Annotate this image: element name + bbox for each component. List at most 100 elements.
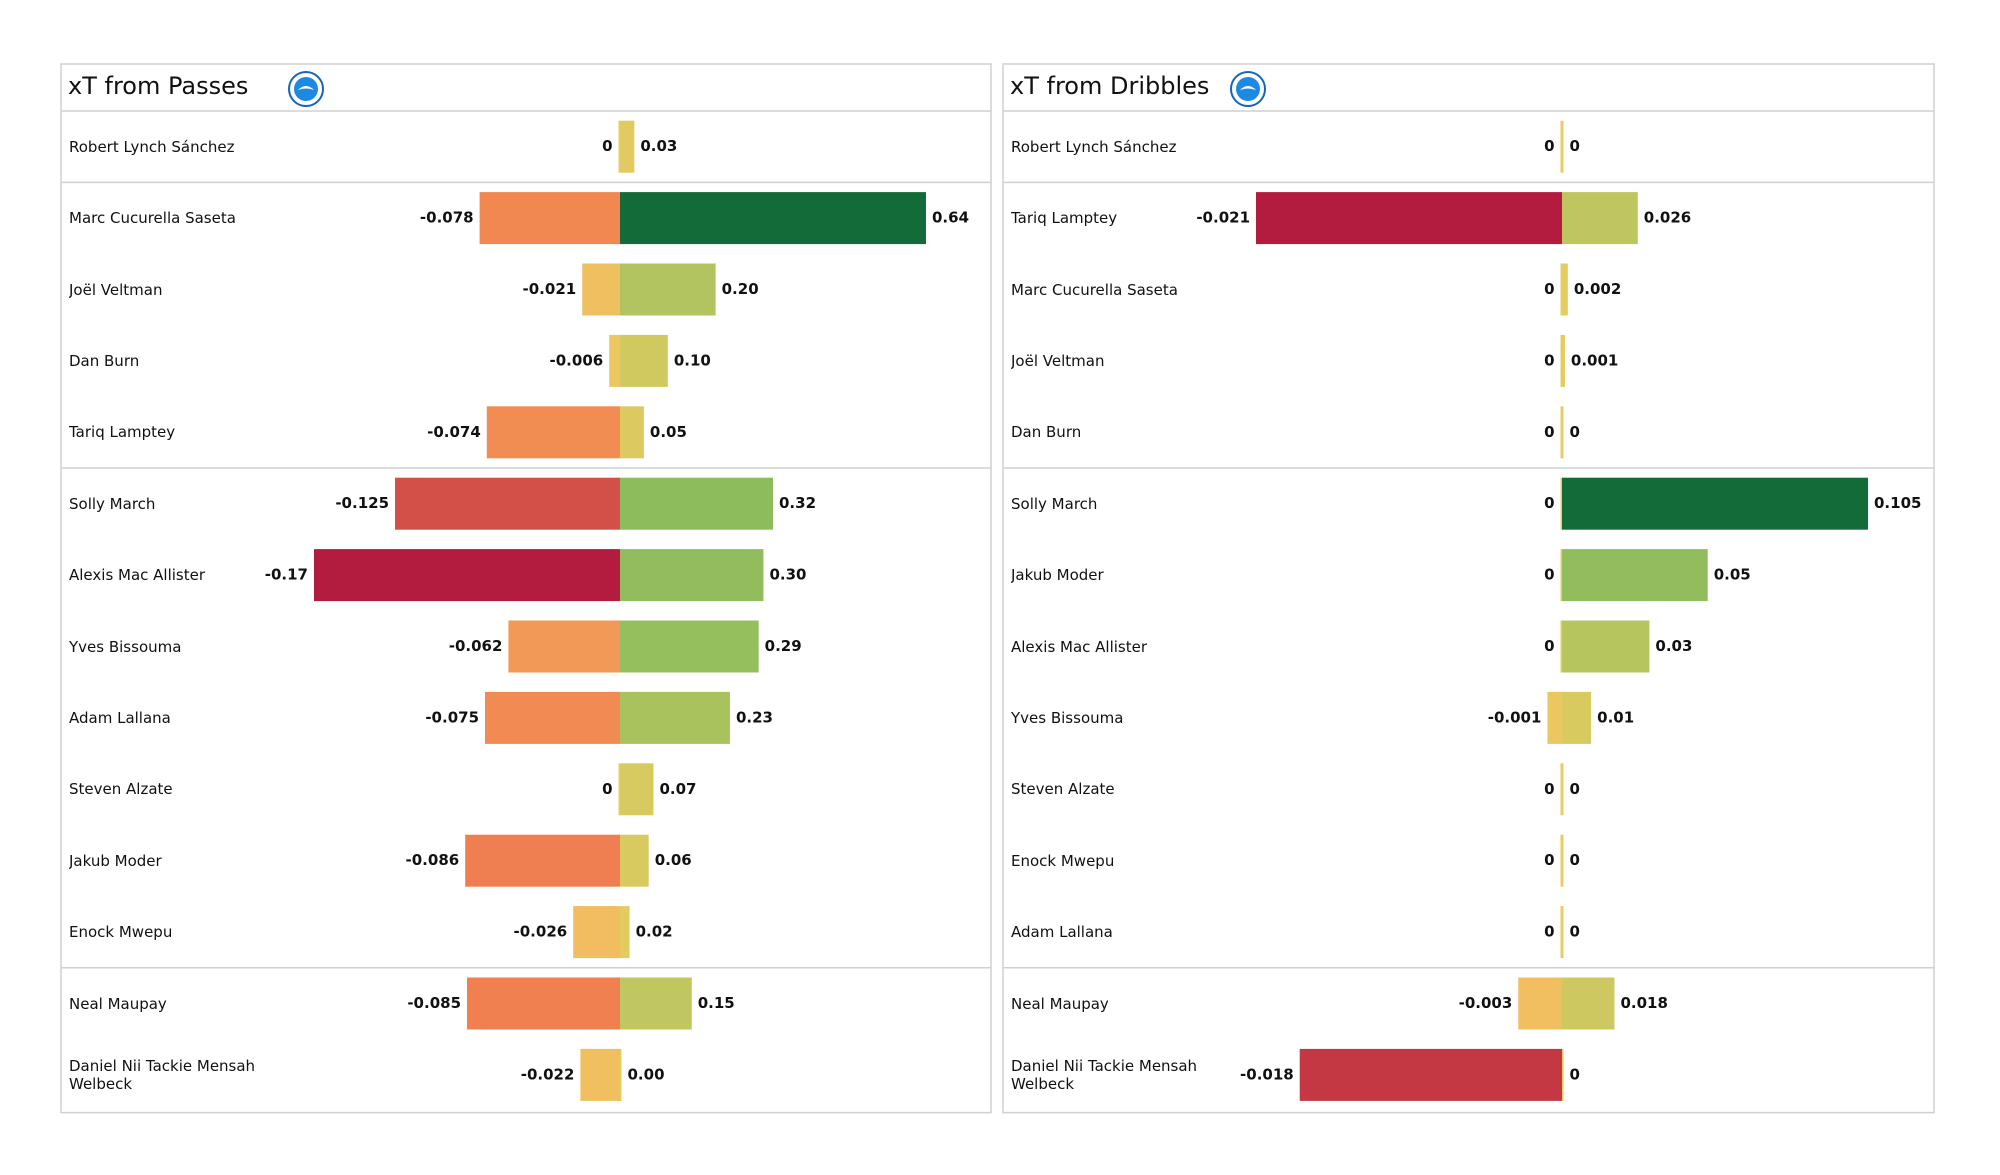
negative-value-label: 0: [1544, 851, 1554, 869]
negative-value-label: 0: [1544, 637, 1554, 655]
player-name-box: Daniel Nii Tackie Mensah Welbeck: [69, 1056, 256, 1093]
positive-value-label: 0.018: [1620, 994, 1667, 1012]
player-name-box: Robert Lynch Sánchez: [69, 137, 235, 156]
positive-value-label: 0.002: [1574, 280, 1621, 298]
negative-bar: [1560, 549, 1562, 602]
positive-bar: [1562, 263, 1568, 316]
positive-bar: [1562, 120, 1564, 173]
player-name: Yves Bissouma: [1011, 708, 1124, 727]
negative-bar: [582, 263, 620, 316]
player-name-box: Joël Veltman: [1011, 351, 1105, 370]
positive-bar: [1562, 691, 1592, 744]
negative-value-label: 0: [1544, 780, 1554, 798]
positive-bar: [620, 263, 716, 316]
player-name: Dan Burn: [69, 351, 140, 370]
positive-value-label: 0.29: [765, 637, 802, 655]
negative-value-label: -0.021: [523, 280, 577, 298]
player-name-box: Joël Veltman: [69, 280, 163, 299]
player-name: Marc Cucurella Saseta: [1011, 280, 1178, 299]
player-name-box: Robert Lynch Sánchez: [1011, 137, 1177, 156]
positive-value-label: 0: [1570, 137, 1580, 155]
negative-bar: [1560, 477, 1562, 530]
negative-value-label: -0.062: [449, 637, 503, 655]
player-name-box: Marc Cucurella Saseta: [69, 209, 236, 228]
negative-bar: [609, 334, 620, 387]
negative-value-label: -0.026: [514, 923, 568, 941]
panel-frame: [60, 63, 992, 1114]
player-name: Solly March: [1011, 494, 1098, 513]
player-name: Marc Cucurella Saseta: [69, 209, 236, 228]
positive-bar: [1562, 906, 1564, 959]
player-name: Joël Veltman: [1011, 351, 1105, 370]
panel-title: xT from Passes: [68, 72, 248, 100]
player-name-box: Dan Burn: [1011, 423, 1081, 441]
positive-bar: [1562, 977, 1615, 1030]
player-name-box: Jakub Moder: [1011, 566, 1104, 584]
player-name: Steven Alzate: [1011, 780, 1115, 799]
negative-bar: [479, 192, 620, 245]
player-name: Daniel Nii Tackie Mensah Welbeck: [69, 1056, 256, 1093]
positive-bar: [620, 977, 692, 1030]
negative-value-label: -0.125: [335, 494, 389, 512]
negative-bar: [1518, 977, 1562, 1030]
negative-bar: [486, 406, 620, 459]
negative-bar: [1560, 906, 1562, 959]
negative-value-label: -0.001: [1488, 708, 1542, 726]
player-name-box: Daniel Nii Tackie Mensah Welbeck: [1011, 1057, 1197, 1093]
positive-value-label: 0: [1570, 423, 1580, 441]
positive-value-label: 0.01: [1597, 708, 1634, 726]
player-name: Joël Veltman: [69, 280, 163, 299]
panel-title: xT from Dribbles: [1010, 72, 1209, 100]
positive-bar: [620, 1048, 622, 1101]
player-name: Yves Bissouma: [69, 637, 182, 656]
player-name: Tariq Lamptey: [1011, 209, 1118, 228]
positive-bar: [620, 906, 630, 959]
negative-value-label: -0.022: [521, 1065, 575, 1083]
negative-bar: [618, 120, 620, 173]
panel-frame: [1002, 63, 1935, 1114]
positive-value-label: 0.02: [636, 923, 673, 941]
player-name-box: Tariq Lamptey: [1011, 209, 1118, 228]
player-name: Solly March: [69, 494, 156, 513]
positive-bar: [1562, 334, 1565, 387]
player-name: Alexis Mac Allister: [69, 566, 206, 585]
positive-value-label: 0.001: [1571, 351, 1618, 369]
player-name: Robert Lynch Sánchez: [69, 137, 235, 156]
positive-bar: [1562, 1048, 1564, 1101]
negative-bar: [1560, 334, 1562, 387]
positive-bar: [1562, 834, 1564, 887]
negative-value-label: -0.006: [550, 351, 604, 369]
player-name: Enock Mwepu: [1011, 851, 1115, 870]
negative-value-label: -0.17: [265, 566, 308, 584]
player-name-box: Steven Alzate: [1011, 780, 1115, 799]
positive-bar: [1562, 477, 1868, 530]
negative-bar: [1560, 763, 1562, 816]
player-name: Adam Lallana: [69, 708, 171, 727]
negative-value-label: -0.021: [1196, 209, 1250, 227]
player-name-box: Enock Mwepu: [69, 923, 172, 941]
negative-value-label: 0: [602, 137, 612, 155]
negative-value-label: 0: [1544, 494, 1554, 512]
positive-value-label: 0.03: [1655, 637, 1692, 655]
negative-bar: [1560, 406, 1562, 459]
positive-value-label: 0.10: [674, 351, 711, 369]
player-name: Robert Lynch Sánchez: [1011, 137, 1177, 156]
negative-bar: [1256, 192, 1562, 245]
player-name-box: Yves Bissouma: [1011, 708, 1124, 727]
positive-value-label: 0.03: [640, 137, 677, 155]
positive-bar: [1562, 406, 1564, 459]
player-name-box: Solly March: [1011, 494, 1098, 513]
negative-value-label: -0.074: [427, 423, 481, 441]
player-name-box: Jakub Moder: [69, 852, 162, 870]
player-name: Adam Lallana: [1011, 923, 1113, 942]
negative-value-label: 0: [1544, 280, 1554, 298]
player-name-box: Tariq Lamptey: [69, 423, 175, 441]
player-name-box: Solly March: [69, 494, 156, 513]
positive-value-label: 0.00: [628, 1065, 665, 1083]
negative-value-label: 0: [602, 780, 612, 798]
player-name-box: Yves Bissouma: [69, 637, 182, 656]
negative-value-label: -0.086: [406, 851, 460, 869]
positive-bar: [620, 763, 654, 816]
